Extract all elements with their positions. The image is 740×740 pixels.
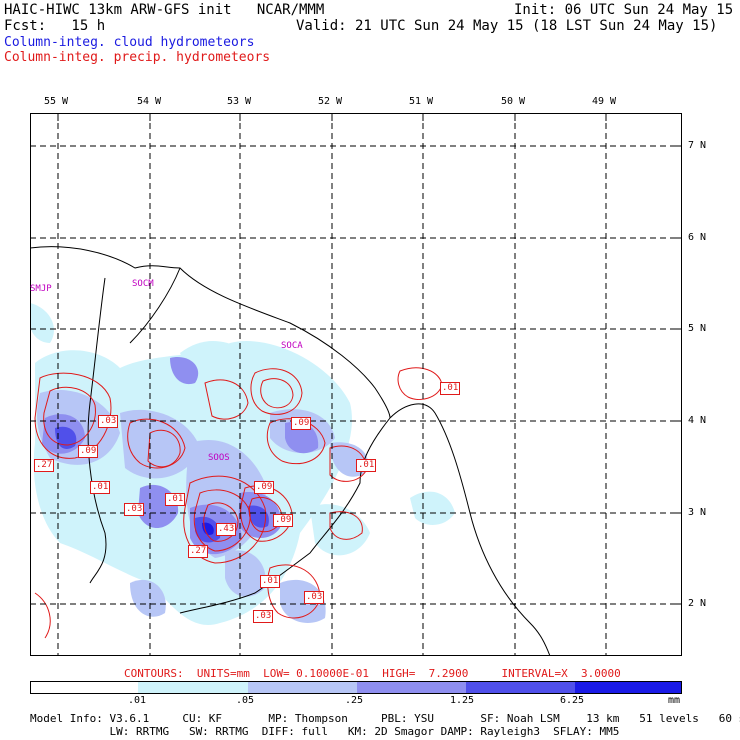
colorbar-bin-5 bbox=[466, 681, 575, 694]
legend-precip: Column-integ. precip. hydrometeors bbox=[4, 50, 271, 65]
lat-label-6n: 6 N bbox=[688, 232, 707, 243]
lat-label-3n: 3 N bbox=[688, 507, 707, 518]
axis-ticks bbox=[57, 113, 682, 605]
contour-label: .09 bbox=[254, 481, 275, 494]
colorbar-units: mm bbox=[668, 695, 681, 706]
colorbar-tick: 6.25 bbox=[560, 695, 585, 706]
plot-title: HAIC-HIWC 13km ARW-GFS init NCAR/MMM bbox=[4, 2, 325, 18]
contour-label: .03 bbox=[124, 503, 145, 516]
colorbar-bin-6 bbox=[575, 681, 682, 694]
lon-label-50w: 50 W bbox=[501, 96, 526, 107]
legend-cloud: Column-integ. cloud hydrometeors bbox=[4, 35, 255, 50]
colorbar bbox=[30, 681, 682, 694]
contour-info: CONTOURS: UNITS=mm LOW= 0.10000E-01 HIGH… bbox=[124, 667, 621, 680]
contour-label: .09 bbox=[78, 445, 99, 458]
station-socm: SOCM bbox=[132, 279, 154, 289]
precip-contours bbox=[34, 367, 443, 639]
station-soos: SOOS bbox=[208, 453, 230, 463]
colorbar-bin-4 bbox=[357, 681, 466, 694]
lon-label-54w: 54 W bbox=[137, 96, 162, 107]
colorbar-bin-3 bbox=[248, 681, 357, 694]
lat-label-7n: 7 N bbox=[688, 140, 707, 151]
lon-label-49w: 49 W bbox=[592, 96, 617, 107]
contour-label: .27 bbox=[34, 459, 55, 472]
latlon-grid bbox=[30, 113, 682, 656]
contour-label: .09 bbox=[291, 417, 312, 430]
lon-label-52w: 52 W bbox=[318, 96, 343, 107]
lat-label-5n: 5 N bbox=[688, 323, 707, 334]
lon-label-51w: 51 W bbox=[409, 96, 434, 107]
contour-label: .09 bbox=[273, 514, 294, 527]
map-frame bbox=[30, 113, 682, 656]
contour-label: .01 bbox=[440, 382, 461, 395]
contour-label: .27 bbox=[188, 545, 209, 558]
station-smjp: SMJP bbox=[30, 284, 52, 294]
colorbar-tick: 1.25 bbox=[450, 695, 475, 706]
station-soca: SOCA bbox=[281, 341, 303, 351]
contour-label: .01 bbox=[260, 575, 281, 588]
init-time: Init: 06 UTC Sun 24 May 15 bbox=[514, 2, 734, 18]
lat-label-2n: 2 N bbox=[688, 598, 707, 609]
contour-label: .03 bbox=[98, 415, 119, 428]
colorbar-frame bbox=[30, 681, 682, 694]
forecast-hour: Fcst: 15 h bbox=[4, 18, 106, 34]
colorbar-tick: .25 bbox=[345, 695, 364, 706]
model-info-line1: Model Info: V3.6.1 CU: KF MP: Thompson P… bbox=[30, 712, 740, 725]
colorbar-tick: .05 bbox=[236, 695, 255, 706]
contour-label: .01 bbox=[90, 481, 111, 494]
cloud-shading bbox=[30, 303, 455, 625]
contour-label: .03 bbox=[304, 591, 325, 604]
contour-label: .43 bbox=[216, 523, 237, 536]
colorbar-tick: .01 bbox=[128, 695, 147, 706]
contour-label: .01 bbox=[356, 459, 377, 472]
colorbar-bin-1 bbox=[30, 681, 138, 694]
lon-label-53w: 53 W bbox=[227, 96, 252, 107]
model-info-line2: LW: RRTMG SW: RRTMG DIFF: full KM: 2D Sm… bbox=[30, 725, 620, 738]
lat-label-4n: 4 N bbox=[688, 415, 707, 426]
valid-time: Valid: 21 UTC Sun 24 May 15 (18 LST Sun … bbox=[296, 18, 718, 34]
contour-label: .01 bbox=[165, 493, 186, 506]
contour-label: .03 bbox=[253, 610, 274, 623]
lon-label-55w: 55 W bbox=[44, 96, 69, 107]
map-panel bbox=[30, 113, 682, 656]
colorbar-bin-2 bbox=[138, 681, 248, 694]
